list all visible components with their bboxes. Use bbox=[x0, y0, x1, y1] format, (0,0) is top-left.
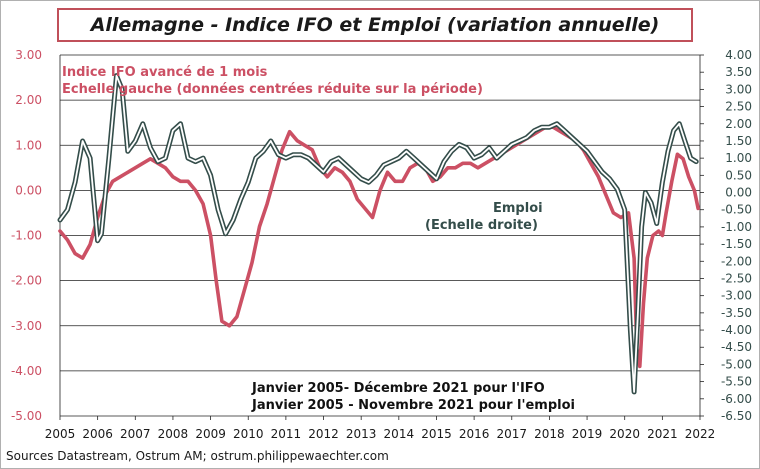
right-tick-label: 2.00 bbox=[725, 117, 752, 131]
right-tick-label: 3.50 bbox=[725, 65, 752, 79]
grid-lines bbox=[59, 54, 701, 417]
right-tick-label: 4.00 bbox=[725, 48, 752, 62]
x-tick-label: 2007 bbox=[120, 427, 151, 441]
x-tick-label: 2008 bbox=[158, 427, 189, 441]
chart-title-box: Allemagne - Indice IFO et Emploi (variat… bbox=[57, 8, 693, 42]
source-note: Sources Datastream, Ostrum AM; ostrum.ph… bbox=[6, 449, 389, 463]
right-tick-label: 1.50 bbox=[725, 134, 752, 148]
x-tick-label: 2009 bbox=[195, 427, 226, 441]
left-tick-label: -4.00 bbox=[11, 364, 42, 378]
period-note-ifo: Janvier 2005- Décembre 2021 pour l'IFO bbox=[251, 381, 545, 396]
chart-title: Allemagne - Indice IFO et Emploi (variat… bbox=[90, 14, 660, 36]
right-tick-label: -4.00 bbox=[721, 323, 752, 337]
emploi-label-line-2: (Echelle droite) bbox=[425, 218, 538, 233]
right-tick-label: -1.50 bbox=[721, 237, 752, 251]
x-tick-label: 2016 bbox=[459, 427, 490, 441]
right-tick-label: -0.50 bbox=[721, 203, 752, 217]
x-tick-label: 2011 bbox=[271, 427, 302, 441]
right-axis: 4.00 3.50 3.00 2.50 2.00 1.50 1.00 0.50 0.00 -0.5… bbox=[700, 48, 752, 423]
emploi-label-line-1: Emploi bbox=[493, 201, 543, 216]
left-axis: 3.00 2.00 1.00 0.00 -1.00 -2.00 -3.00 -4.00 -5.0… bbox=[11, 48, 42, 423]
x-tick-label: 2021 bbox=[647, 427, 678, 441]
right-tick-label: -6.50 bbox=[721, 409, 752, 423]
right-tick-label: -4.50 bbox=[721, 340, 752, 354]
right-tick-label: 3.00 bbox=[725, 82, 752, 96]
series-line-emploi-outline bbox=[57, 73, 699, 395]
series-line-emploi bbox=[59, 74, 698, 393]
x-tick-label: 2010 bbox=[233, 427, 264, 441]
left-tick-label: -3.00 bbox=[11, 319, 42, 333]
x-tick-label: 2020 bbox=[609, 427, 640, 441]
left-tick-label: 3.00 bbox=[15, 48, 42, 62]
right-tick-label: -3.50 bbox=[721, 306, 752, 320]
right-tick-label: -1.00 bbox=[721, 220, 752, 234]
x-tick-label: 2015 bbox=[421, 427, 452, 441]
right-tick-label: 0.00 bbox=[725, 186, 752, 200]
x-axis: 2005 2006 2007 2008 2009 2010 2011 2012 2013 2014… bbox=[45, 416, 716, 441]
right-tick-label: -3.00 bbox=[721, 289, 752, 303]
x-tick-label: 2017 bbox=[496, 427, 527, 441]
x-tick-label: 2012 bbox=[308, 427, 339, 441]
left-tick-label: -5.00 bbox=[11, 409, 42, 423]
x-tick-label: 2014 bbox=[384, 427, 415, 441]
right-tick-label: -2.50 bbox=[721, 271, 752, 285]
left-tick-label: 0.00 bbox=[15, 183, 42, 197]
left-tick-label: -2.00 bbox=[11, 274, 42, 288]
x-tick-label: 2006 bbox=[82, 427, 113, 441]
right-tick-label: 2.50 bbox=[725, 100, 752, 114]
right-tick-label: -2.00 bbox=[721, 254, 752, 268]
x-tick-label: 2005 bbox=[45, 427, 76, 441]
x-tick-label: 2019 bbox=[572, 427, 603, 441]
right-tick-label: 0.50 bbox=[725, 168, 752, 182]
left-tick-label: 2.00 bbox=[15, 93, 42, 107]
series-line-ifo bbox=[58, 125, 700, 369]
ifo-label-line-2: Echelle gauche (données centrées réduite… bbox=[62, 82, 483, 97]
x-tick-label: 2013 bbox=[346, 427, 377, 441]
left-tick-label: 1.00 bbox=[15, 138, 42, 152]
right-tick-label: 1.00 bbox=[725, 151, 752, 165]
x-tick-label: 2022 bbox=[685, 427, 716, 441]
right-tick-label: -5.50 bbox=[721, 375, 752, 389]
right-tick-label: -5.00 bbox=[721, 357, 752, 371]
left-tick-label: -1.00 bbox=[11, 229, 42, 243]
ifo-label-line-1: Indice IFO avancé de 1 mois bbox=[62, 65, 268, 80]
right-tick-label: -6.00 bbox=[721, 392, 752, 406]
period-note-emploi: Janvier 2005 - Novembre 2021 pour l'empl… bbox=[251, 398, 575, 413]
x-tick-label: 2018 bbox=[534, 427, 565, 441]
